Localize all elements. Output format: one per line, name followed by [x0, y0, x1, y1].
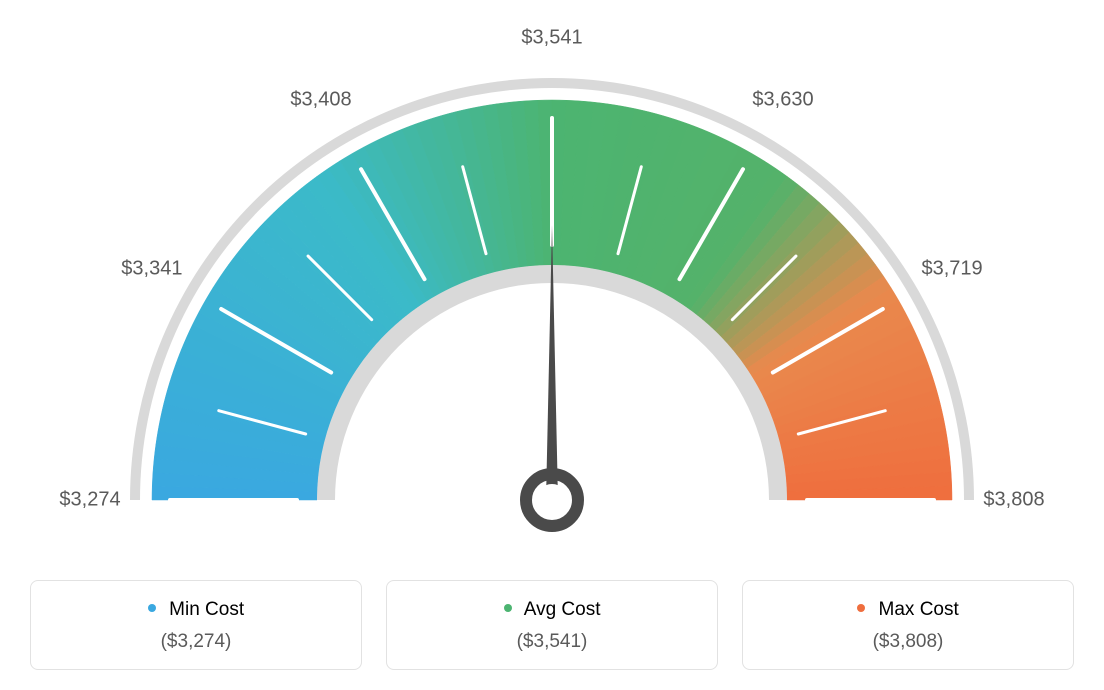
- gauge-svg: [30, 20, 1074, 560]
- legend-value-avg: ($3,541): [397, 631, 707, 653]
- legend-label-max: Max Cost: [879, 599, 959, 620]
- legend-label-min: Min Cost: [169, 599, 244, 620]
- legend-label-avg: Avg Cost: [524, 599, 601, 620]
- gauge-tick-label: $3,808: [983, 489, 1044, 512]
- legend-value-min: ($3,274): [41, 631, 351, 653]
- legend-title-min: Min Cost: [41, 599, 351, 621]
- dot-icon: [148, 604, 156, 612]
- legend-card-max: Max Cost ($3,808): [742, 580, 1074, 670]
- gauge-tick-label: $3,274: [59, 489, 120, 512]
- legend-value-max: ($3,808): [753, 631, 1063, 653]
- gauge-tick-label: $3,541: [521, 27, 582, 50]
- gauge-tick-label: $3,630: [752, 88, 813, 111]
- gauge-chart: $3,274 $3,341 $3,408 $3,541 $3,630 $3,719 $3,8…: [30, 20, 1074, 560]
- dot-icon: [504, 604, 512, 612]
- gauge-tick-label: $3,341: [121, 258, 182, 281]
- gauge-tick-label: $3,408: [290, 88, 351, 111]
- legend-row: Min Cost ($3,274) Avg Cost ($3,541) Max …: [30, 580, 1074, 670]
- gauge-tick-label: $3,719: [922, 258, 983, 281]
- legend-card-min: Min Cost ($3,274): [30, 580, 362, 670]
- legend-card-avg: Avg Cost ($3,541): [386, 580, 718, 670]
- legend-title-max: Max Cost: [753, 599, 1063, 621]
- legend-title-avg: Avg Cost: [397, 599, 707, 621]
- dot-icon: [857, 604, 865, 612]
